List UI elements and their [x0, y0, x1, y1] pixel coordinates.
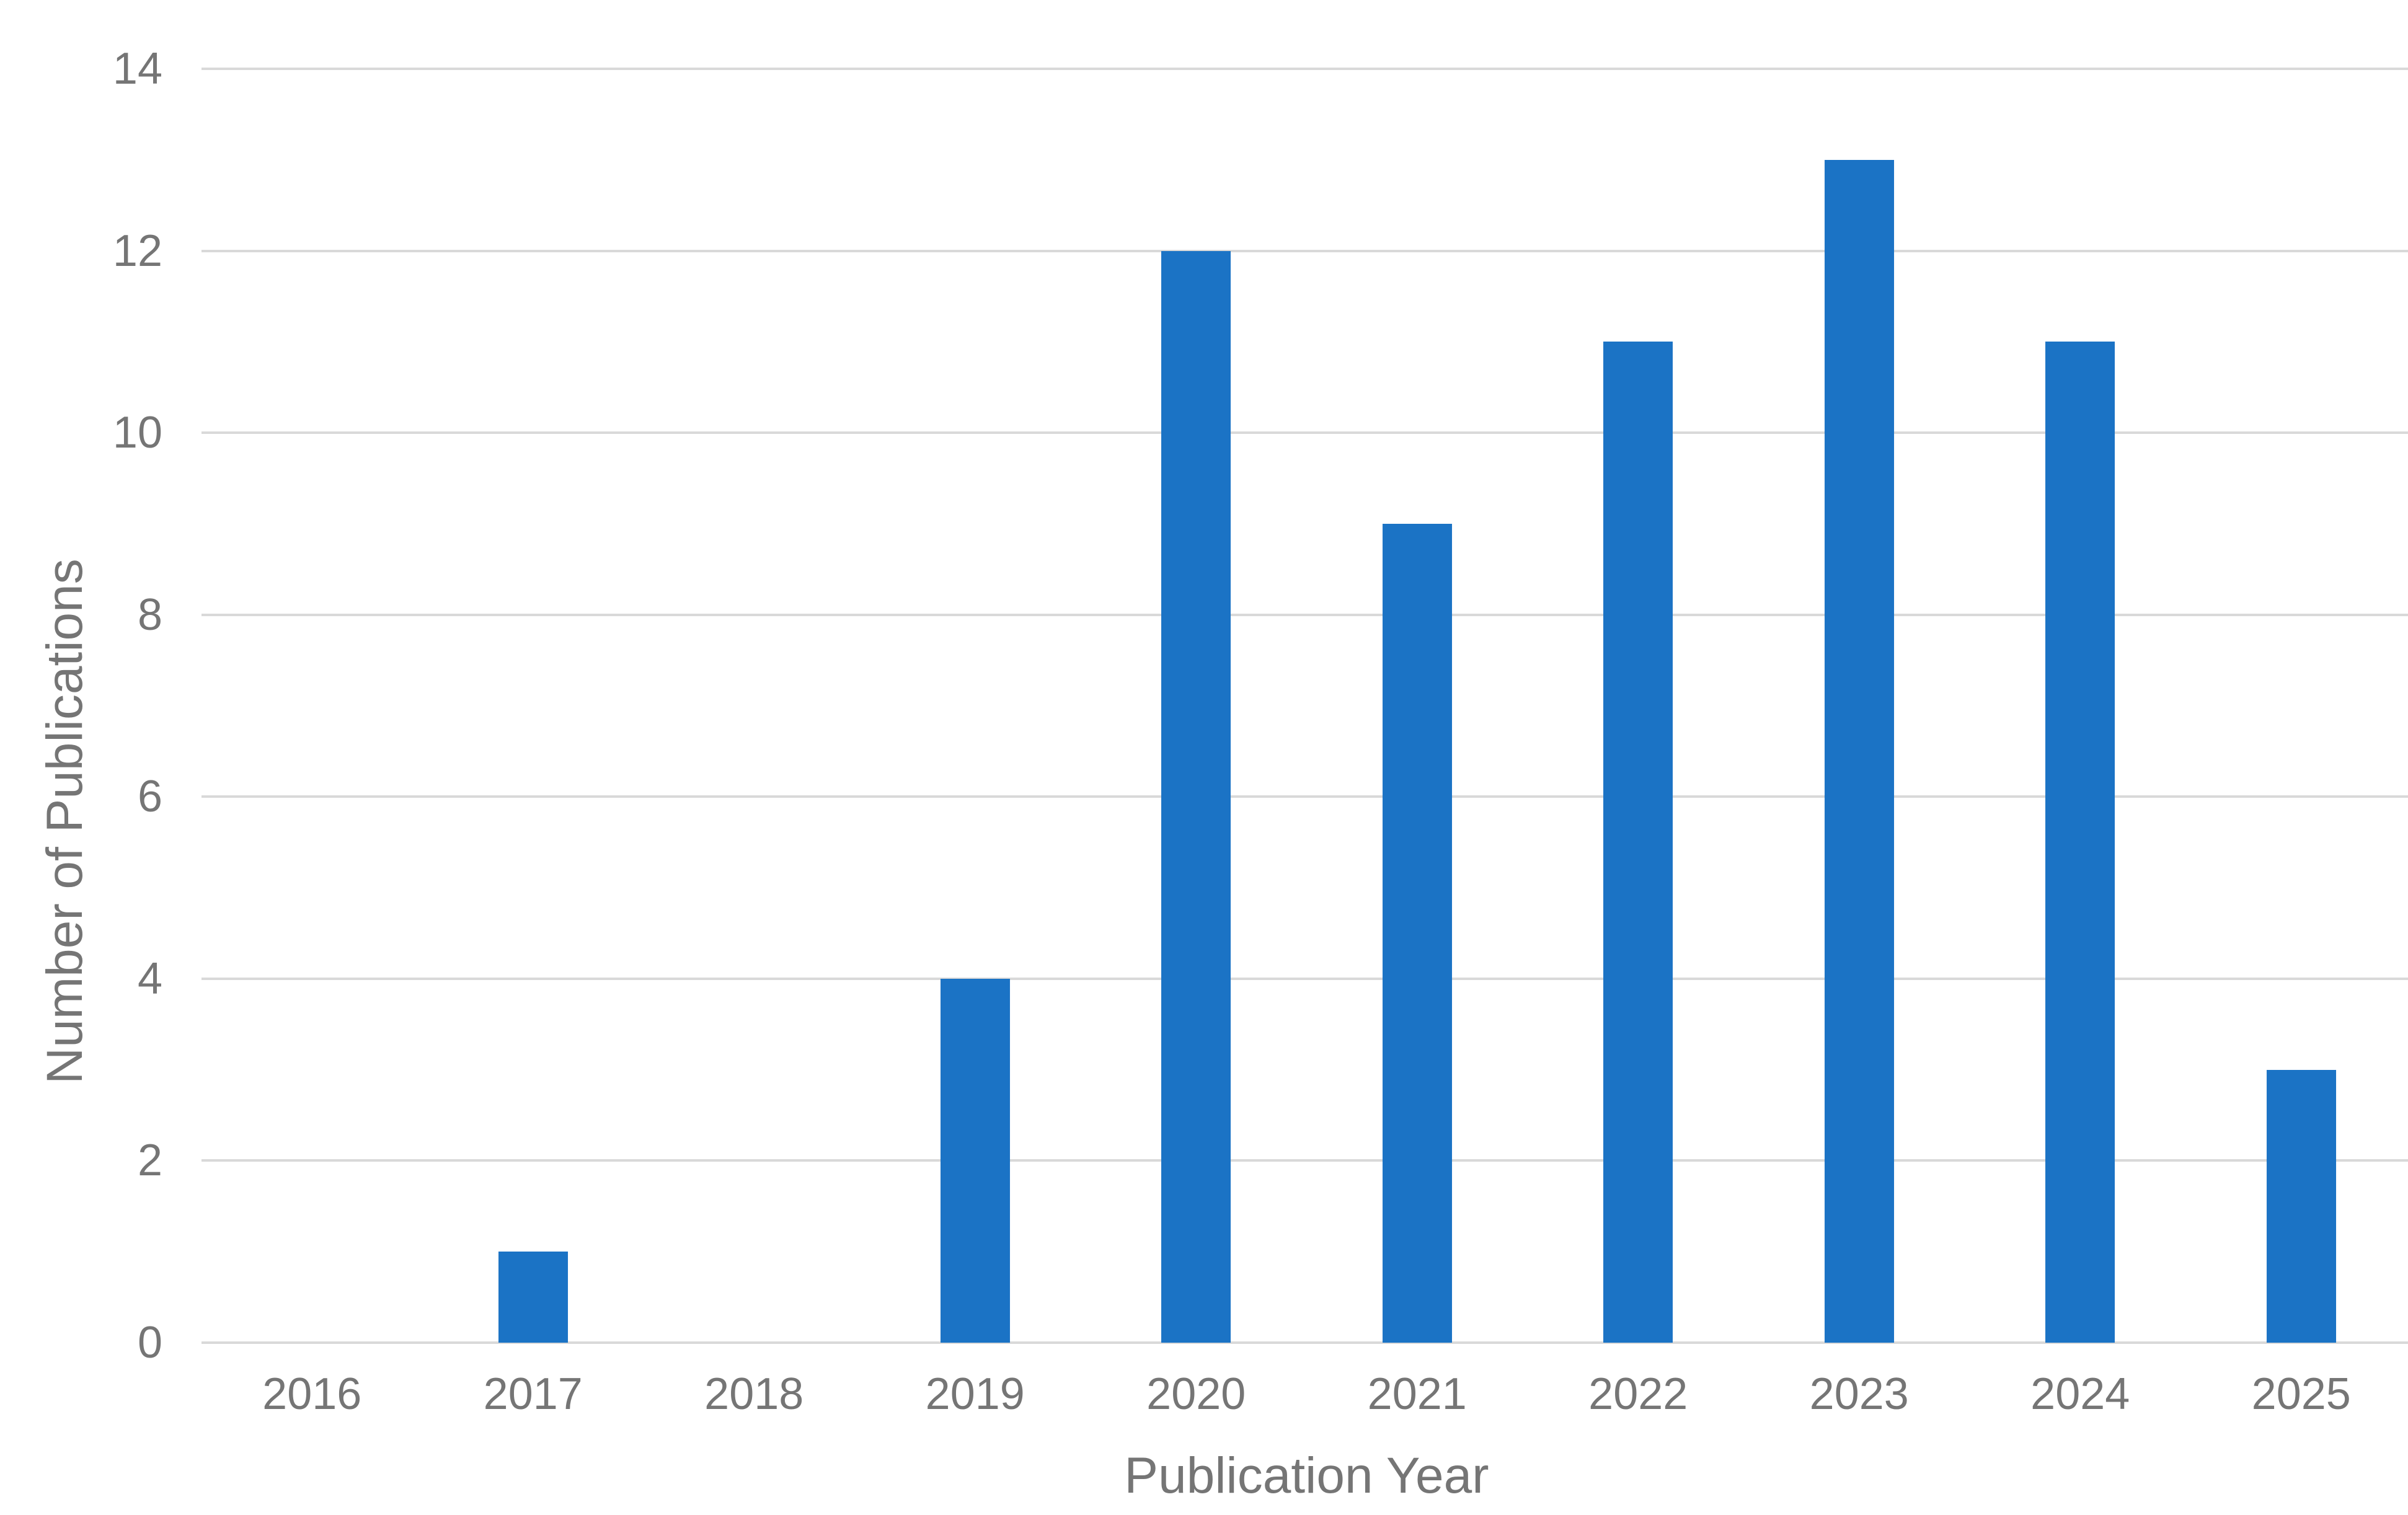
y-tick-label-14: 14 — [112, 44, 162, 94]
bar-slot-2020 — [1086, 69, 1307, 1343]
plot-area — [201, 68, 2408, 1344]
gridline-y-14 — [201, 68, 2408, 70]
x-tick-label-2020: 2020 — [1146, 1369, 1246, 1419]
y-tick-label-0: 0 — [137, 1318, 162, 1367]
gridline-y-2 — [201, 1159, 2408, 1162]
publications-bar-chart: Number of Publications 0 2 4 6 8 10 12 14 2016 2… — [25, 10, 2408, 1505]
x-tick-label-2022: 2022 — [1588, 1369, 1688, 1419]
y-tick-label-12: 12 — [112, 226, 162, 276]
y-tick-label-10: 10 — [112, 408, 162, 458]
bar-slot-2022 — [1528, 69, 1749, 1343]
x-tick-label-2021: 2021 — [1367, 1369, 1467, 1419]
bar-2025 — [2266, 1069, 2336, 1343]
y-tick-label-4: 4 — [137, 953, 162, 1004]
bar-2022 — [1603, 342, 1673, 1343]
x-tick-label-2023: 2023 — [1809, 1369, 1909, 1419]
gridline-y-12 — [201, 249, 2408, 252]
bar-slot-2019 — [865, 69, 1086, 1343]
x-tick-label-2025: 2025 — [2251, 1369, 2351, 1419]
x-tick-label-2017: 2017 — [483, 1369, 583, 1419]
y-tick-label-8: 8 — [137, 590, 162, 640]
bar-slot-2024 — [1970, 69, 2191, 1343]
y-tick-label-6: 6 — [137, 772, 162, 822]
gridline-y-4 — [201, 977, 2408, 980]
x-axis-tick-labels: 2016 2017 2018 2019 2020 2021 2022 2023 2024 2025 — [201, 1369, 2408, 1420]
y-axis-tick-labels: 0 2 4 6 8 10 12 14 — [25, 44, 162, 1367]
gridline-y-10 — [201, 431, 2408, 435]
bar-2024 — [2045, 342, 2115, 1343]
bar-slot-2021 — [1307, 69, 1528, 1343]
gridline-y-8 — [201, 613, 2408, 616]
x-tick-label-2016: 2016 — [262, 1369, 362, 1419]
bar-2021 — [1382, 523, 1452, 1343]
bar-slot-2025 — [2191, 69, 2408, 1343]
bar-slot-2018 — [644, 69, 865, 1343]
bar-2020 — [1161, 250, 1231, 1343]
x-tick-label-2018: 2018 — [704, 1369, 804, 1419]
bar-slot-2016 — [201, 69, 423, 1343]
y-tick-label-2: 2 — [137, 1136, 162, 1186]
bar-slot-2017 — [423, 69, 644, 1343]
bar-2023 — [1824, 159, 1894, 1343]
bar-slots — [201, 69, 2408, 1343]
gridline-y-6 — [201, 795, 2408, 798]
bar-2019 — [940, 978, 1010, 1343]
gridline-y-0 — [201, 1341, 2408, 1344]
x-tick-label-2024: 2024 — [2030, 1369, 2130, 1419]
bar-2017 — [498, 1252, 568, 1343]
x-tick-label-2019: 2019 — [925, 1369, 1025, 1419]
x-axis-title: Publication Year — [1124, 1447, 1489, 1504]
bar-slot-2023 — [1749, 69, 1970, 1343]
